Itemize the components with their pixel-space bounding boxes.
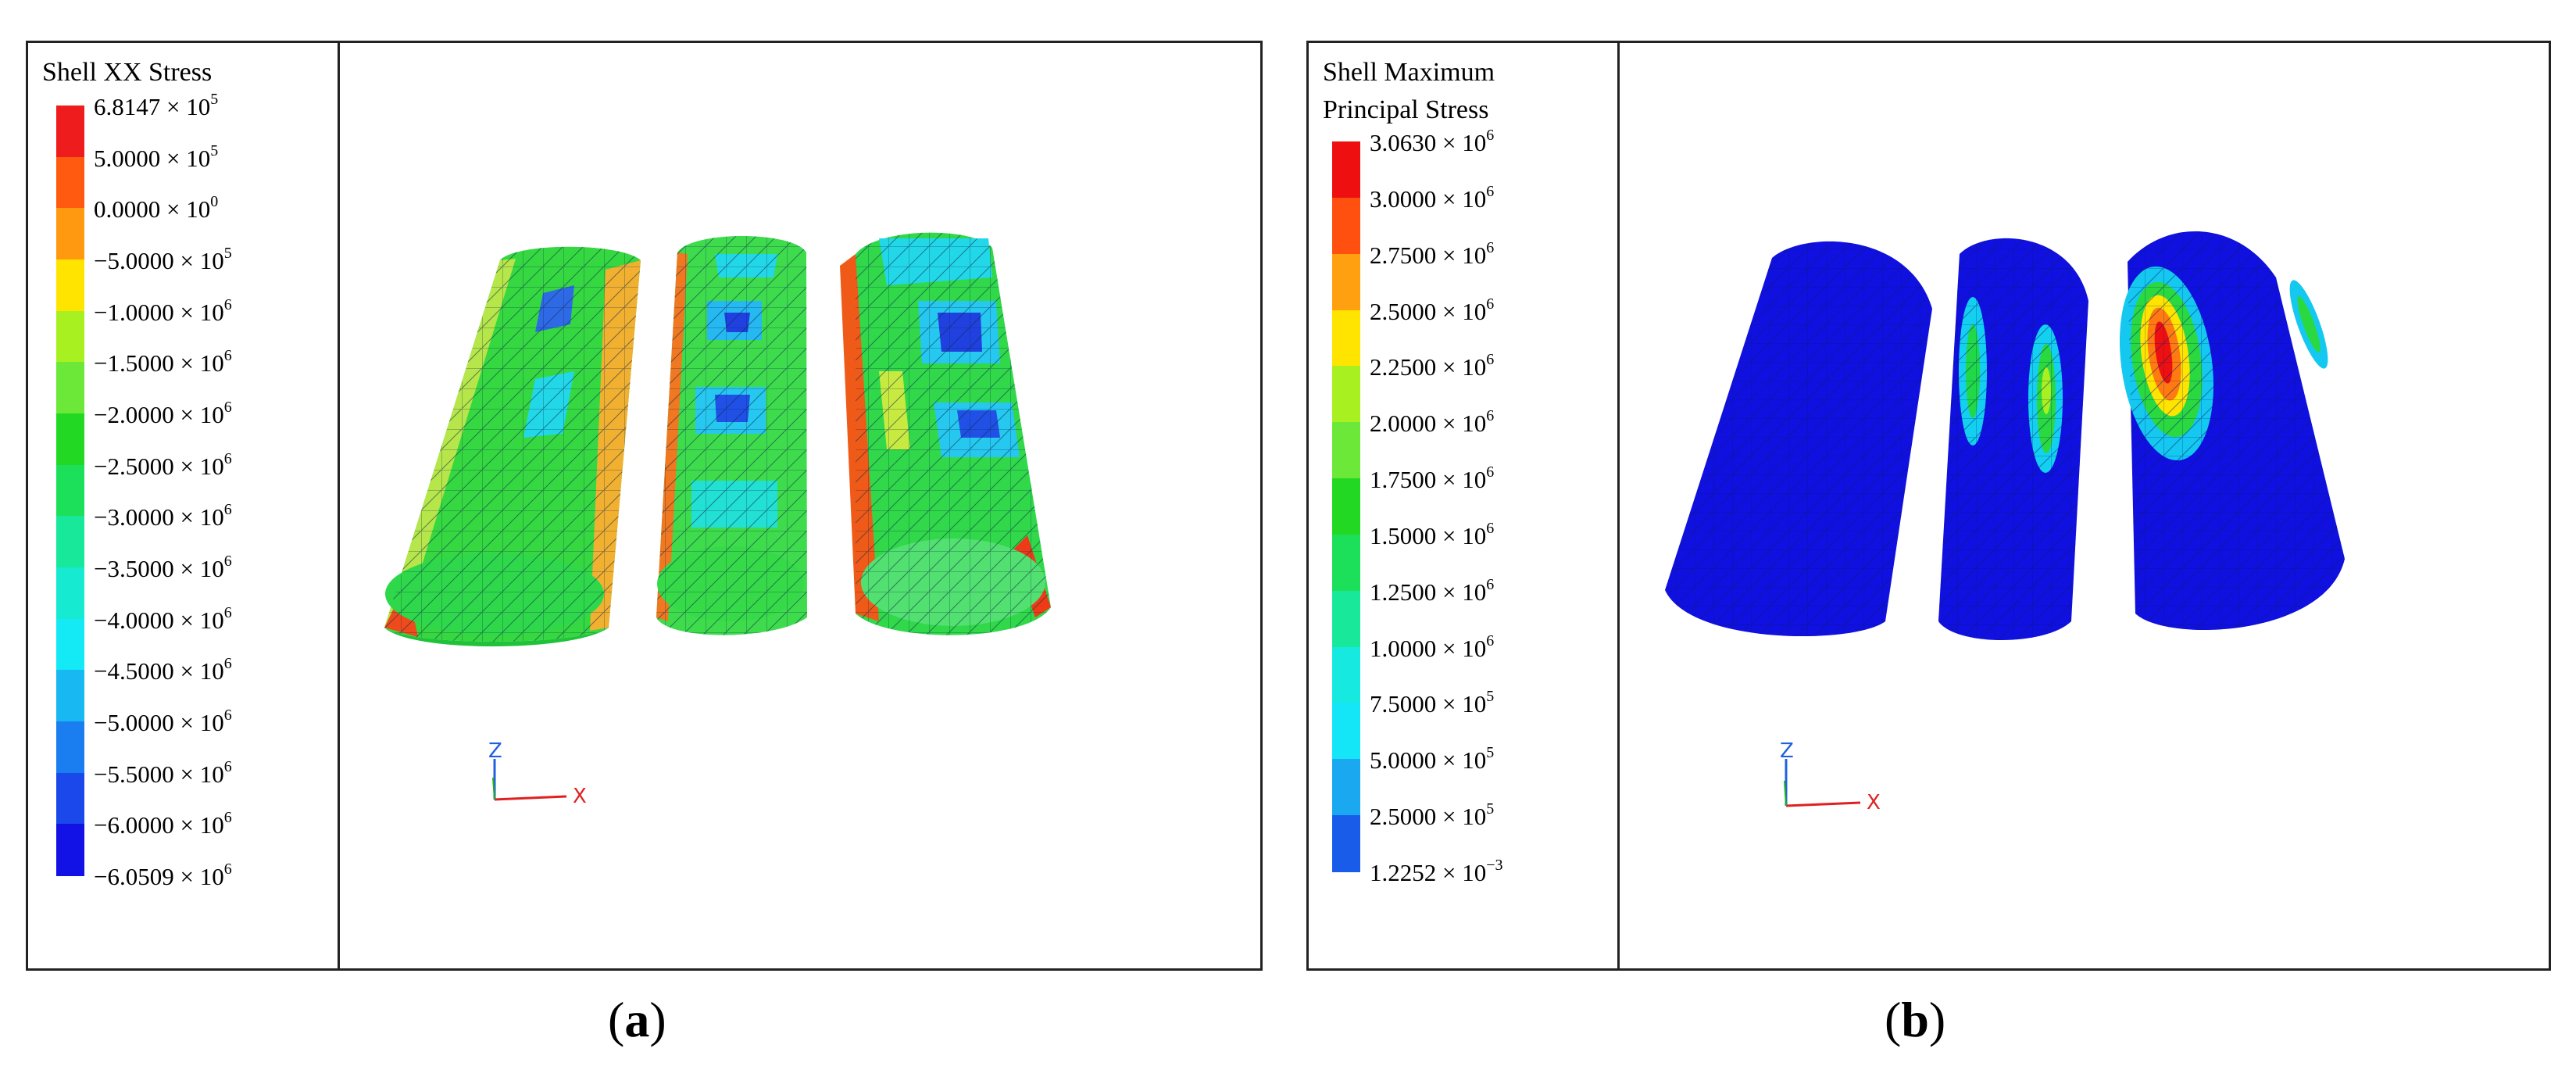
scale-tick-label: −1.0000 × 106 (94, 295, 232, 326)
scale-band (1332, 815, 1360, 872)
scale-tick-label: −5.0000 × 105 (94, 245, 232, 274)
scale-tick-label: −5.5000 × 106 (94, 757, 232, 788)
axis-triad-b: Z X (1780, 739, 1881, 814)
axis-z-label: Z (488, 739, 502, 763)
scale-band (56, 824, 84, 876)
scale-band (56, 156, 84, 209)
tunnel-render-a: Z X (384, 232, 1051, 808)
scale-tick-label: −6.0509 × 106 (94, 861, 232, 890)
panel-a: Shell XX Stress 6.8147 × 105 5.0000 × 105… (26, 41, 1263, 971)
color-scale-b (1332, 141, 1360, 872)
scale-tick-label: 3.0630 × 106 (1370, 127, 1495, 156)
legend-title-line: Shell XX Stress (42, 58, 213, 87)
scale-tick-label: 0.0000 × 100 (94, 193, 219, 224)
scale-tick-label: −2.0000 × 106 (94, 399, 232, 428)
scale-tick-label: −4.5000 × 106 (94, 655, 232, 685)
scale-band (1332, 703, 1360, 760)
axis-triad-a: Z X (488, 739, 587, 808)
scale-tick-label: −3.5000 × 106 (94, 553, 232, 582)
scale-tick-label: 2.2500 × 106 (1370, 351, 1495, 381)
scale-band (56, 670, 84, 722)
scale-tick-label: 2.7500 × 106 (1370, 238, 1495, 269)
color-scale-a (56, 106, 84, 876)
scale-tick-label: 7.5000 × 105 (1370, 688, 1495, 718)
scale-band (56, 516, 84, 568)
scale-band (1332, 478, 1360, 535)
scale-band (1332, 646, 1360, 704)
tunnel-left-b (1665, 241, 1932, 637)
scale-tick-label: 5.0000 × 105 (94, 141, 219, 172)
caption-letter-a: a (624, 992, 650, 1047)
scale-band (56, 310, 84, 363)
caption-b: (b) (1885, 992, 1946, 1047)
tunnel-right-a (840, 232, 1051, 635)
scale-band (1332, 197, 1360, 255)
scale-band (1332, 366, 1360, 424)
scale-band (56, 413, 84, 466)
panel-b: Shell Maximum Principal Stress 3.0630 × … (1306, 41, 2551, 971)
scale-band (1332, 141, 1360, 199)
scale-band (56, 618, 84, 671)
model-view-a: Z X (340, 43, 1260, 968)
legend-title-a: Shell XX Stress (42, 54, 212, 91)
scale-band (1332, 534, 1360, 592)
tunnel-render-b: Z X (1665, 231, 2345, 814)
scale-tick-label: 3.0000 × 106 (1370, 182, 1495, 213)
legend-title-line-2: Principal Stress (1323, 95, 1489, 124)
scale-tick-label: 1.2252 × 10−3 (1370, 857, 1503, 886)
scale-band (1332, 253, 1360, 311)
scale-band (56, 464, 84, 517)
scale-tick-label: −5.0000 × 106 (94, 707, 232, 736)
scale-band (1332, 310, 1360, 367)
scale-band (1332, 590, 1360, 648)
legend-title-b: Shell Maximum Principal Stress (1323, 54, 1495, 129)
scale-tick-label: −6.0000 × 106 (94, 809, 232, 839)
scale-band (56, 772, 84, 825)
scale-band (56, 106, 84, 158)
scale-tick-label: −3.0000 × 106 (94, 501, 232, 531)
tunnel-middle-a (656, 236, 807, 635)
scale-tick-label: −2.5000 × 106 (94, 449, 232, 480)
scale-band (56, 567, 84, 620)
legend-a: Shell XX Stress 6.8147 × 105 5.0000 × 105… (28, 43, 340, 968)
tunnel-left-a (384, 246, 641, 646)
model-view-b: Z X (1620, 43, 2549, 968)
axis-z-label: Z (1780, 739, 1794, 763)
scale-tick-label: 6.8147 × 105 (94, 91, 219, 120)
legend-b: Shell Maximum Principal Stress 3.0630 × … (1309, 43, 1620, 968)
legend-title-line-1: Shell Maximum (1323, 58, 1495, 87)
scale-tick-label: −4.0000 × 106 (94, 603, 232, 634)
scale-tick-label: 5.0000 × 105 (1370, 744, 1495, 775)
scale-band (56, 208, 84, 260)
scale-tick-label: 2.5000 × 105 (1370, 800, 1495, 831)
scale-tick-label: −1.5000 × 106 (94, 347, 232, 377)
scale-tick-label: 1.5000 × 106 (1370, 519, 1495, 549)
scale-band (56, 362, 84, 414)
caption-letter-b: b (1901, 992, 1929, 1047)
scale-band (56, 721, 84, 774)
scale-tick-label: 1.0000 × 106 (1370, 632, 1495, 662)
scale-tick-label: 2.0000 × 106 (1370, 407, 1495, 438)
scale-tick-label: 1.2500 × 106 (1370, 575, 1495, 606)
axis-x-label: X (1867, 791, 1881, 814)
tunnel-middle-b (1938, 238, 2088, 640)
scale-tick-label: 2.5000 × 106 (1370, 295, 1495, 325)
scale-band (1332, 422, 1360, 480)
scale-tick-label: 1.7500 × 106 (1370, 463, 1495, 494)
scale-band (1332, 759, 1360, 817)
tunnel-right-b (2119, 231, 2345, 631)
scale-band (56, 259, 84, 312)
axis-x-label: X (573, 785, 587, 808)
caption-a: (a) (608, 992, 666, 1047)
